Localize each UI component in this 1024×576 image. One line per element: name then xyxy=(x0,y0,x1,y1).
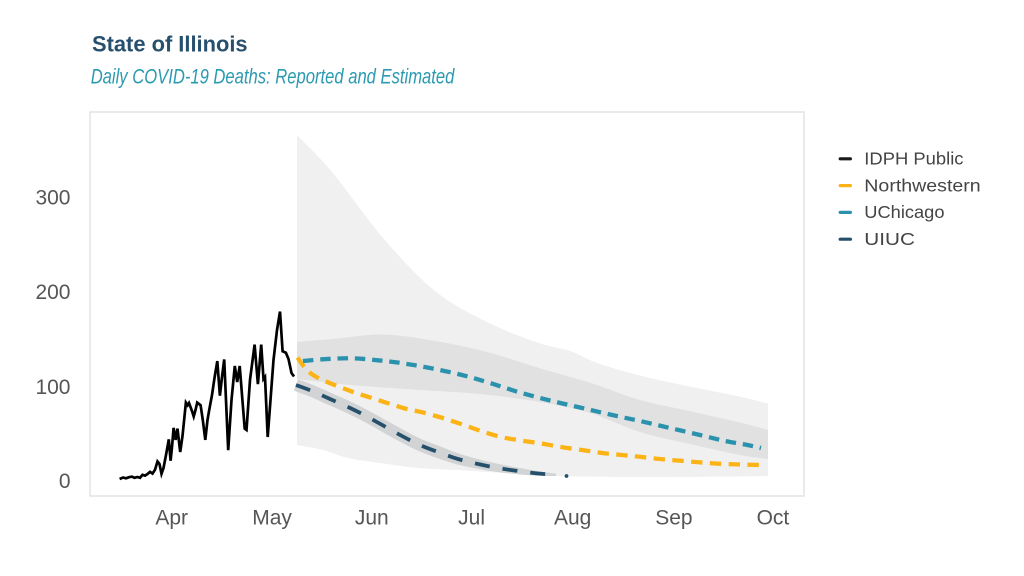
svg-text:Daily COVID-19 Deaths: Reporte: Daily COVID-19 Deaths: Reported and Esti… xyxy=(91,66,456,89)
svg-text:Jul: Jul xyxy=(458,507,485,530)
svg-text:Jun: Jun xyxy=(355,507,389,530)
svg-text:UChicago: UChicago xyxy=(864,202,944,222)
svg-text:Sep: Sep xyxy=(655,507,692,530)
svg-text:State of Illinois: State of Illinois xyxy=(92,32,248,57)
svg-text:0: 0 xyxy=(59,470,71,493)
svg-text:May: May xyxy=(252,507,292,530)
svg-text:Northwestern: Northwestern xyxy=(864,175,980,195)
svg-text:UIUC: UIUC xyxy=(864,229,915,249)
svg-text:Aug: Aug xyxy=(554,507,591,530)
svg-text:IDPH Public: IDPH Public xyxy=(864,149,963,169)
svg-text:100: 100 xyxy=(35,376,70,399)
svg-text:300: 300 xyxy=(35,187,70,210)
svg-text:200: 200 xyxy=(35,281,70,304)
svg-text:Apr: Apr xyxy=(155,507,188,530)
svg-text:Oct: Oct xyxy=(757,507,790,530)
